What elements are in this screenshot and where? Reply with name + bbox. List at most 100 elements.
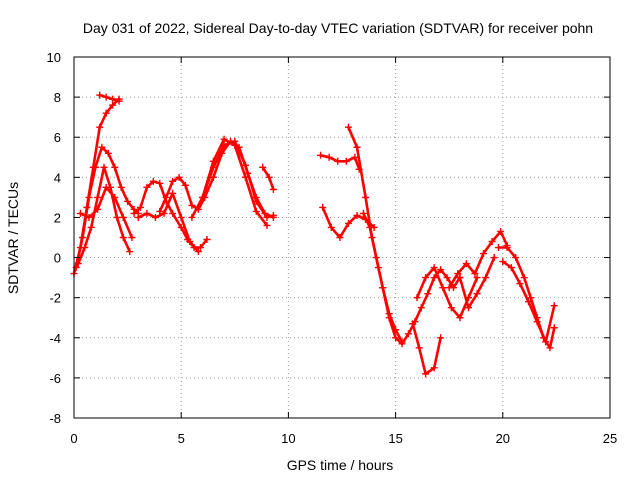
data-point [196, 244, 204, 252]
x-tick-label: 25 [603, 431, 617, 446]
data-point [96, 123, 104, 131]
data-point [488, 238, 496, 246]
data-point [499, 258, 507, 266]
series-sat-track-20 [495, 244, 558, 352]
data-point [353, 143, 361, 151]
data-point [134, 213, 142, 221]
data-point [109, 95, 117, 103]
data-point [404, 330, 412, 338]
plot-frame [73, 56, 611, 419]
data-point [542, 338, 550, 346]
data-point [359, 209, 367, 217]
data-point [143, 209, 151, 217]
data-point [503, 244, 511, 252]
data-point [265, 173, 273, 181]
data-point [325, 153, 333, 161]
y-tick-label: -8 [49, 411, 61, 426]
data-point [520, 274, 528, 282]
data-point [482, 274, 490, 282]
data-point [319, 203, 327, 211]
data-point [85, 213, 93, 221]
data-point [464, 304, 472, 312]
data-point [385, 310, 393, 318]
series-sat-track-8 [156, 137, 277, 221]
series-trace [411, 322, 442, 376]
series-sat-track-18 [445, 227, 511, 292]
data-point [456, 274, 464, 282]
data-point [143, 183, 151, 191]
series-sat-track-17 [413, 264, 481, 322]
data-point [76, 209, 84, 217]
data-point [424, 290, 432, 298]
series-trace [447, 230, 509, 289]
x-tick-label: 15 [388, 431, 402, 446]
data-point [109, 101, 117, 109]
data-point [334, 157, 342, 165]
data-point [351, 153, 359, 161]
data-point [263, 213, 271, 221]
series-trace [347, 125, 462, 346]
data-point [151, 213, 159, 221]
data-point [162, 193, 170, 201]
data-point [149, 177, 157, 185]
data-point [495, 244, 503, 252]
data-point [456, 314, 464, 322]
data-point [430, 264, 438, 272]
data-point [98, 143, 106, 151]
series-sat-track-19 [456, 254, 498, 312]
data-point [113, 213, 121, 221]
series-sat-track-14 [344, 123, 464, 348]
data-point [209, 157, 217, 165]
data-point [111, 193, 119, 201]
data-point [100, 163, 108, 171]
data-point [473, 290, 481, 298]
data-point [85, 193, 93, 201]
x-tick-label: 10 [281, 431, 295, 446]
data-point [422, 274, 430, 282]
data-point [422, 370, 430, 378]
data-point [102, 183, 110, 191]
series-sat-track-2 [96, 91, 123, 105]
data-point [516, 280, 524, 288]
data-point [186, 238, 194, 246]
data-point [79, 234, 87, 241]
data-point [91, 163, 99, 171]
data-point [550, 324, 558, 332]
data-point [344, 219, 352, 227]
data-point [111, 163, 119, 171]
data-point [462, 260, 470, 268]
data-point [507, 264, 515, 272]
data-point [342, 157, 350, 165]
data-point [124, 197, 132, 205]
data-point [156, 179, 164, 187]
data-point [437, 266, 445, 274]
y-axis-label: SDTVAR / TECUs [5, 182, 21, 294]
data-point [128, 234, 136, 241]
data-point [392, 334, 400, 342]
y-tick-label: 0 [54, 251, 61, 266]
data-point [203, 236, 211, 244]
grid-lines [74, 57, 610, 418]
data-point [117, 183, 125, 191]
axis-ticks: 0 5 10 15 20 25 -8 -6 -4 -2 0 2 4 6 8 10 [47, 50, 618, 446]
data-point [490, 254, 498, 262]
y-tick-label: -4 [49, 331, 61, 346]
data-point [220, 135, 228, 143]
data-point [512, 254, 520, 262]
data-point [188, 201, 196, 209]
series-sat-track-7 [134, 189, 202, 256]
data-series [70, 91, 558, 378]
data-point [81, 244, 89, 252]
data-point [130, 209, 138, 217]
data-point [156, 207, 164, 215]
data-point [409, 320, 417, 328]
data-point [87, 223, 95, 231]
data-point [119, 234, 127, 241]
y-tick-label: 4 [54, 170, 61, 185]
data-point [126, 248, 134, 256]
series-trace [98, 93, 121, 103]
data-point [379, 284, 387, 292]
data-point [550, 302, 558, 310]
series-sat-track-15 [359, 209, 406, 346]
data-point [177, 213, 185, 221]
